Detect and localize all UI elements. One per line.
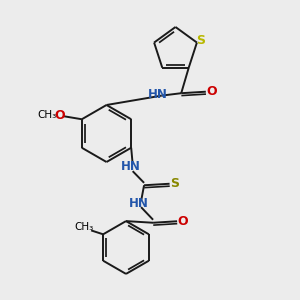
Text: O: O — [206, 85, 217, 98]
Text: HN: HN — [129, 197, 148, 210]
Text: CH₃: CH₃ — [74, 222, 94, 233]
Text: S: S — [196, 34, 205, 46]
Text: HN: HN — [121, 160, 141, 173]
Text: CH₃: CH₃ — [38, 110, 57, 120]
Text: O: O — [177, 215, 188, 228]
Text: S: S — [170, 177, 179, 190]
Text: HN: HN — [148, 88, 168, 101]
Text: O: O — [54, 109, 65, 122]
